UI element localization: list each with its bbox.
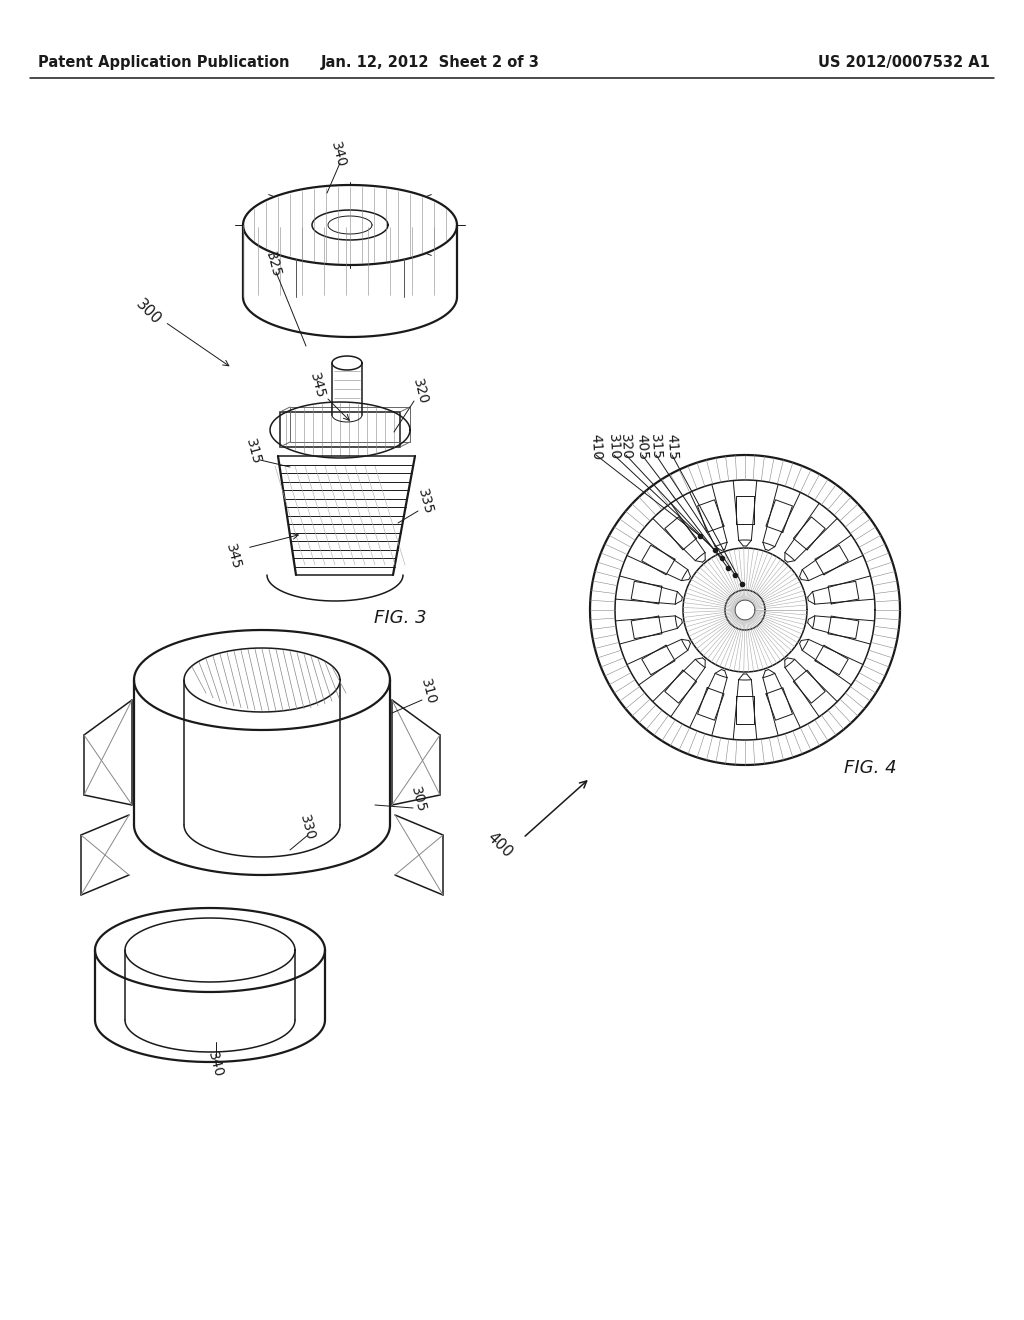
Text: 315: 315 bbox=[243, 437, 263, 466]
Text: 340: 340 bbox=[205, 1051, 225, 1080]
Text: 320: 320 bbox=[618, 433, 634, 461]
Text: 340: 340 bbox=[328, 140, 348, 169]
Text: 325: 325 bbox=[263, 251, 284, 280]
Text: 405: 405 bbox=[634, 433, 649, 461]
Text: 345: 345 bbox=[307, 371, 327, 400]
Text: 330: 330 bbox=[297, 813, 317, 842]
Text: 310: 310 bbox=[606, 433, 622, 461]
Text: 310: 310 bbox=[418, 677, 438, 706]
Text: Patent Application Publication: Patent Application Publication bbox=[38, 54, 290, 70]
Text: 320: 320 bbox=[410, 378, 430, 407]
Text: US 2012/0007532 A1: US 2012/0007532 A1 bbox=[818, 54, 990, 70]
Text: Jan. 12, 2012  Sheet 2 of 3: Jan. 12, 2012 Sheet 2 of 3 bbox=[321, 54, 540, 70]
Text: 415: 415 bbox=[665, 433, 680, 461]
Text: 305: 305 bbox=[408, 785, 428, 814]
Text: 410: 410 bbox=[589, 433, 604, 461]
Text: FIG. 3: FIG. 3 bbox=[374, 609, 426, 627]
Text: 400: 400 bbox=[484, 829, 515, 861]
Text: FIG. 4: FIG. 4 bbox=[844, 759, 896, 777]
Text: 335: 335 bbox=[415, 487, 435, 516]
Text: 345: 345 bbox=[223, 543, 243, 572]
Text: 300: 300 bbox=[132, 297, 164, 327]
Text: 315: 315 bbox=[648, 433, 664, 461]
